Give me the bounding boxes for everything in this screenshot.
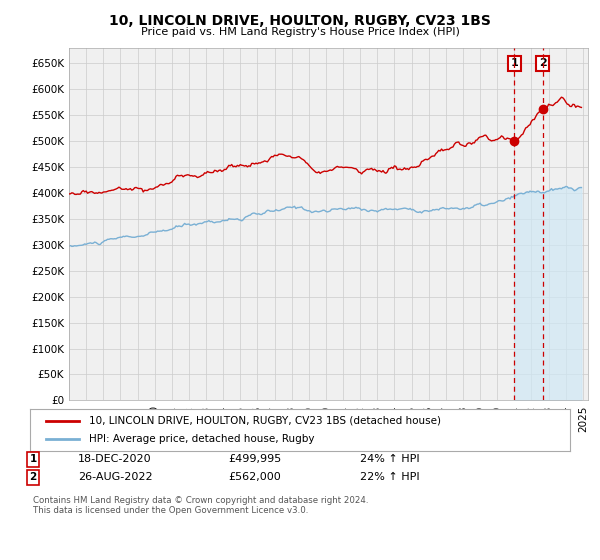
Text: 22% ↑ HPI: 22% ↑ HPI bbox=[360, 472, 419, 482]
Text: 2: 2 bbox=[29, 472, 37, 482]
Text: 24% ↑ HPI: 24% ↑ HPI bbox=[360, 454, 419, 464]
Text: 10, LINCOLN DRIVE, HOULTON, RUGBY, CV23 1BS (detached house): 10, LINCOLN DRIVE, HOULTON, RUGBY, CV23 … bbox=[89, 416, 442, 426]
Text: Price paid vs. HM Land Registry's House Price Index (HPI): Price paid vs. HM Land Registry's House … bbox=[140, 27, 460, 37]
Text: HPI: Average price, detached house, Rugby: HPI: Average price, detached house, Rugb… bbox=[89, 434, 315, 444]
Text: £562,000: £562,000 bbox=[228, 472, 281, 482]
Text: 2: 2 bbox=[539, 58, 547, 68]
Text: Contains HM Land Registry data © Crown copyright and database right 2024.
This d: Contains HM Land Registry data © Crown c… bbox=[33, 496, 368, 515]
Text: 18-DEC-2020: 18-DEC-2020 bbox=[78, 454, 152, 464]
Text: 1: 1 bbox=[29, 454, 37, 464]
Text: £499,995: £499,995 bbox=[228, 454, 281, 464]
Text: 10, LINCOLN DRIVE, HOULTON, RUGBY, CV23 1BS: 10, LINCOLN DRIVE, HOULTON, RUGBY, CV23 … bbox=[109, 14, 491, 28]
Text: 1: 1 bbox=[511, 58, 518, 68]
Text: 26-AUG-2022: 26-AUG-2022 bbox=[78, 472, 152, 482]
